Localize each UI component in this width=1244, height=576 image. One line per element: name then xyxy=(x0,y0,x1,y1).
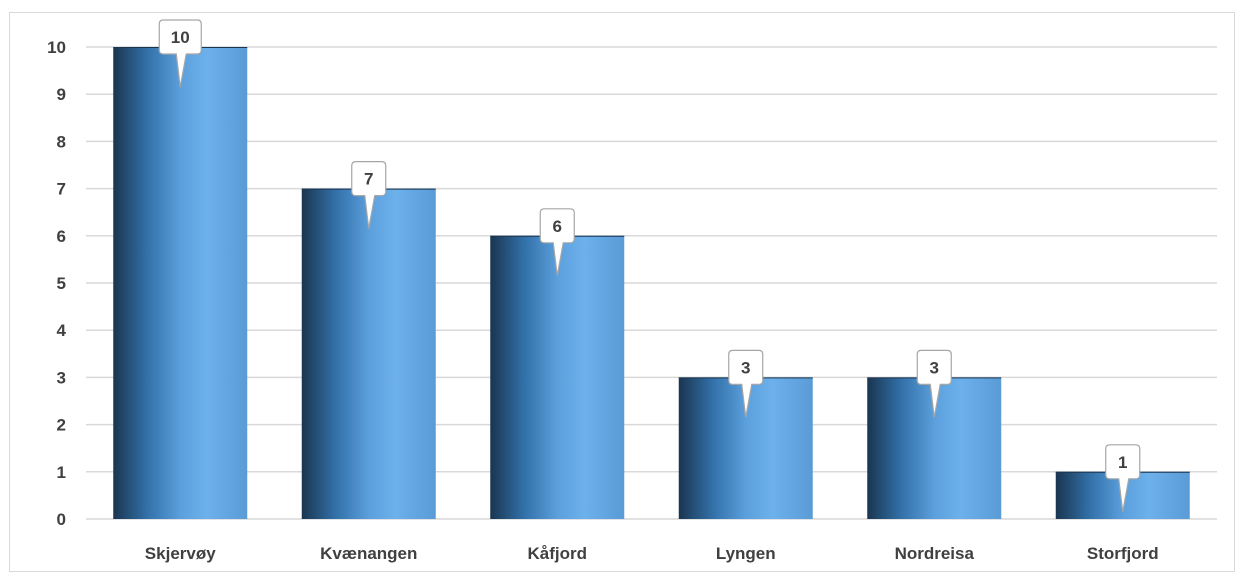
data-label-value: 10 xyxy=(171,28,190,47)
data-label-value: 3 xyxy=(741,358,750,377)
y-tick-label: 6 xyxy=(57,227,66,246)
y-tick-label: 9 xyxy=(57,85,66,104)
x-category-label: Storfjord xyxy=(1087,544,1159,563)
x-category-label: Nordreisa xyxy=(895,544,975,563)
y-tick-label: 8 xyxy=(57,132,66,151)
y-tick-label: 10 xyxy=(47,38,66,57)
y-tick-label: 3 xyxy=(57,368,66,387)
x-category-label: Kåfjord xyxy=(528,544,588,563)
y-tick-label: 0 xyxy=(57,510,66,529)
y-tick-label: 2 xyxy=(57,416,66,435)
gridlines xyxy=(86,47,1217,519)
y-axis-tick-labels: 0 1 2 3 4 5 6 7 8 9 10 xyxy=(47,38,66,529)
data-label-value: 7 xyxy=(364,170,373,189)
x-category-label: Lyngen xyxy=(716,544,776,563)
bar xyxy=(113,47,247,519)
y-tick-label: 4 xyxy=(57,321,67,340)
y-tick-label: 1 xyxy=(57,463,66,482)
data-label-value: 1 xyxy=(1118,453,1127,472)
y-tick-label: 5 xyxy=(57,274,66,293)
y-tick-label: 7 xyxy=(57,180,66,199)
bar xyxy=(490,236,624,519)
x-category-label: Kvænangen xyxy=(320,544,417,563)
data-label-value: 6 xyxy=(553,217,562,236)
bar xyxy=(302,189,436,519)
data-label-value: 3 xyxy=(930,358,939,377)
x-category-label: Skjervøy xyxy=(145,544,216,563)
x-axis-category-labels: Skjervøy Kvænangen Kåfjord Lyngen Nordreisa S… xyxy=(145,544,1159,563)
